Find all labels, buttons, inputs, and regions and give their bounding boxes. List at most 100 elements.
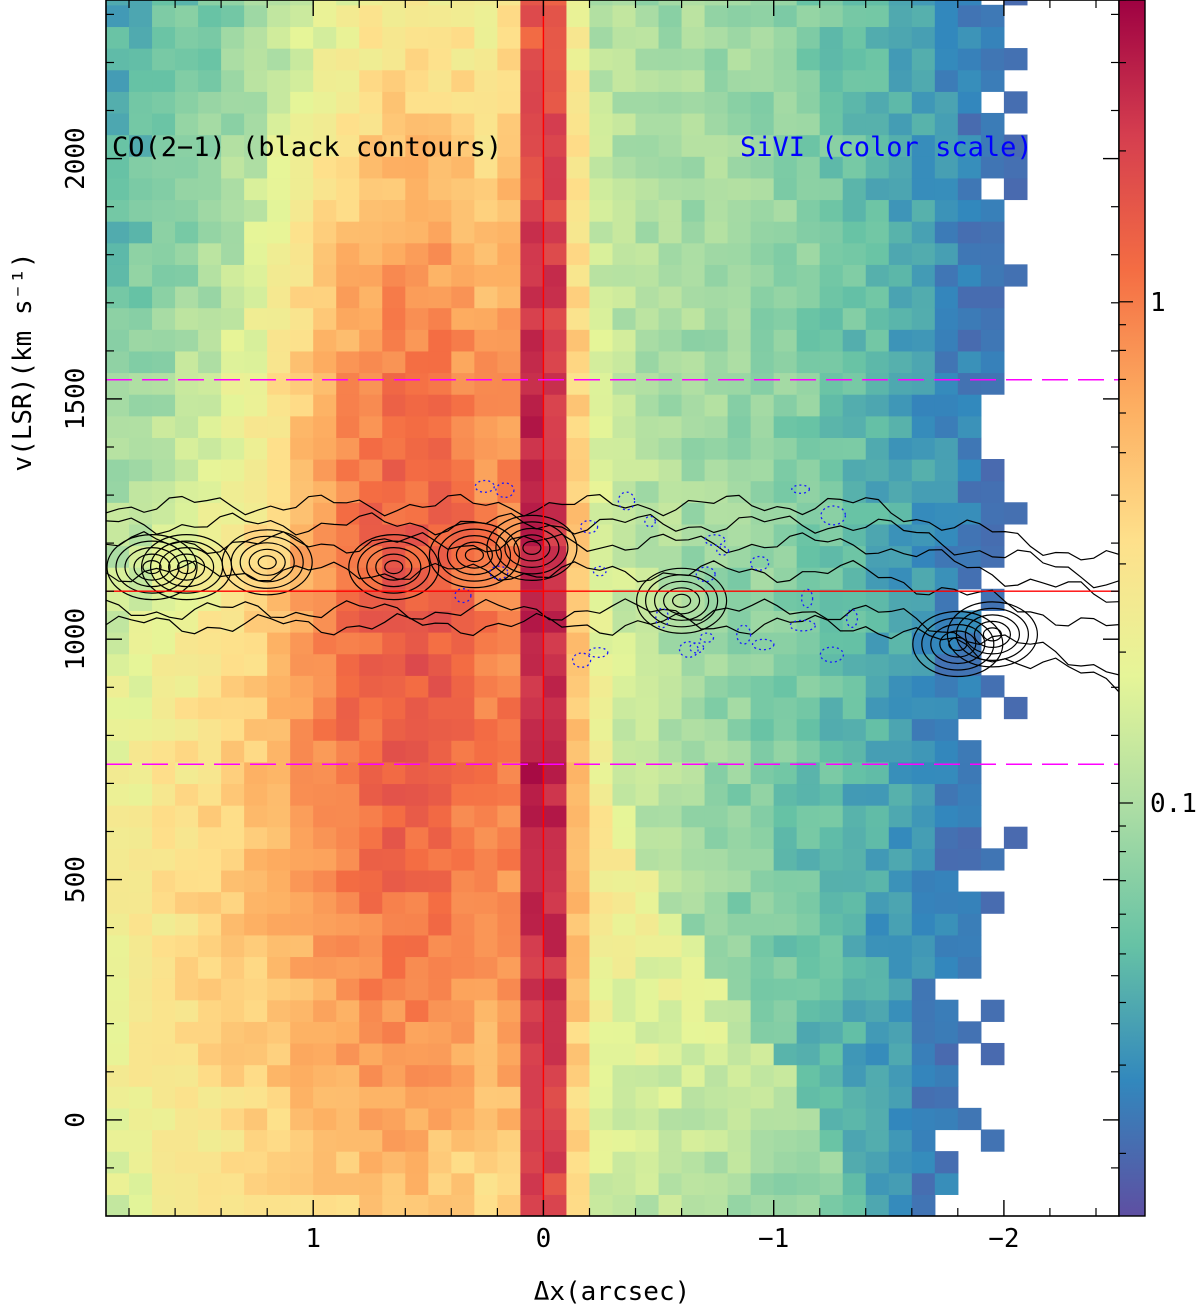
heatmap-cell — [198, 1042, 222, 1066]
heatmap-cell — [336, 502, 360, 525]
heatmap-cell — [635, 26, 660, 49]
heatmap-cell — [681, 112, 706, 136]
heatmap-cell — [405, 285, 429, 309]
heatmap-cell — [267, 156, 291, 179]
heatmap-cell — [750, 978, 775, 1001]
heatmap-cell — [290, 69, 314, 92]
heatmap-cell — [451, 329, 475, 352]
heatmap-cell — [543, 891, 568, 914]
heatmap-cell — [405, 134, 429, 157]
heatmap-cell — [336, 1151, 360, 1174]
heatmap-cell — [267, 502, 291, 525]
heatmap-cell — [934, 480, 959, 503]
heatmap-cell — [957, 134, 982, 157]
heatmap-cell — [175, 48, 199, 71]
heatmap-cell — [957, 285, 982, 309]
heatmap-cell — [635, 502, 660, 525]
heatmap-cell — [773, 1021, 798, 1044]
heatmap-cell — [152, 848, 176, 871]
heatmap-cell — [497, 1129, 522, 1152]
heatmap-cell — [382, 848, 406, 871]
heatmap-cell — [819, 177, 844, 201]
heatmap-cell — [382, 156, 406, 179]
heatmap-cell — [267, 826, 291, 849]
heatmap-cell — [704, 1086, 729, 1109]
heatmap-cell — [911, 1107, 936, 1131]
heatmap-cell — [865, 978, 890, 1001]
heatmap-cell — [865, 26, 890, 49]
heatmap-cell — [635, 1172, 660, 1195]
heatmap-cell — [198, 264, 222, 287]
heatmap-cell — [635, 91, 660, 114]
heatmap-cell — [520, 545, 545, 568]
heatmap-cell — [727, 588, 752, 611]
heatmap-cell — [106, 805, 130, 828]
heatmap-cell — [497, 826, 522, 849]
heatmap-cell — [129, 1107, 153, 1131]
heatmap-cell — [612, 285, 637, 309]
heatmap-cell — [336, 134, 360, 157]
heatmap-cell — [244, 1021, 268, 1044]
heatmap-cell — [704, 1129, 729, 1152]
heatmap-cell — [727, 307, 752, 330]
heatmap-cell — [497, 242, 522, 265]
sivi-dotted-contour — [587, 647, 609, 658]
heatmap-cell — [980, 523, 1005, 547]
heatmap-cell — [497, 956, 522, 979]
heatmap-cell — [612, 69, 637, 92]
heatmap-cell — [934, 221, 959, 244]
heatmap-cell — [980, 891, 1005, 914]
heatmap-cell — [520, 1194, 545, 1216]
heatmap-cell — [244, 372, 268, 395]
heatmap-cell — [267, 956, 291, 979]
heatmap-cell — [750, 437, 775, 460]
heatmap-cell — [290, 588, 314, 611]
heatmap-cell — [543, 588, 568, 611]
heatmap-cell — [152, 242, 176, 265]
heatmap-cell — [658, 1042, 683, 1066]
heatmap-cell — [474, 4, 498, 28]
heatmap-cell — [152, 740, 176, 763]
heatmap — [106, 0, 1028, 1216]
heatmap-cell — [221, 523, 245, 547]
heatmap-cell — [175, 891, 199, 914]
heatmap-cell — [451, 675, 475, 698]
heatmap-cell — [313, 545, 337, 568]
heatmap-cell — [520, 1107, 545, 1131]
heatmap-cell — [497, 459, 522, 482]
heatmap-cell — [911, 523, 936, 547]
heatmap-cell — [911, 761, 936, 785]
heatmap-cell — [589, 134, 614, 157]
heatmap-cell — [520, 350, 545, 374]
heatmap-cell — [474, 610, 498, 633]
heatmap-cell — [382, 913, 406, 936]
heatmap-cell — [106, 480, 130, 503]
heatmap-cell — [382, 307, 406, 330]
heatmap-cell — [612, 826, 637, 849]
heatmap-cell — [911, 350, 936, 374]
heatmap-cell — [198, 632, 222, 655]
heatmap-cell — [589, 264, 614, 287]
y-tick-label: 0 — [61, 1112, 91, 1128]
heatmap-cell — [888, 826, 913, 849]
heatmap-cell — [267, 0, 291, 6]
heatmap-cell — [842, 307, 867, 330]
co-contour-ring — [513, 534, 551, 562]
heatmap-cell — [405, 978, 429, 1001]
heatmap-cell — [635, 913, 660, 936]
heatmap-cell — [934, 696, 959, 720]
heatmap-cell — [842, 610, 867, 633]
heatmap-cell — [198, 1172, 222, 1195]
heatmap-cell — [819, 415, 844, 438]
heatmap-cell — [198, 69, 222, 92]
heatmap-cell — [106, 285, 130, 309]
heatmap-cell — [589, 329, 614, 352]
heatmap-cell — [428, 869, 452, 893]
co-contour-band — [106, 531, 1119, 603]
heatmap-cell — [727, 415, 752, 438]
heatmap-cell — [865, 1042, 890, 1066]
heatmap-cell — [152, 1064, 176, 1087]
heatmap-cell — [658, 1151, 683, 1174]
heatmap-cell — [520, 956, 545, 979]
heatmap-cell — [428, 285, 452, 309]
